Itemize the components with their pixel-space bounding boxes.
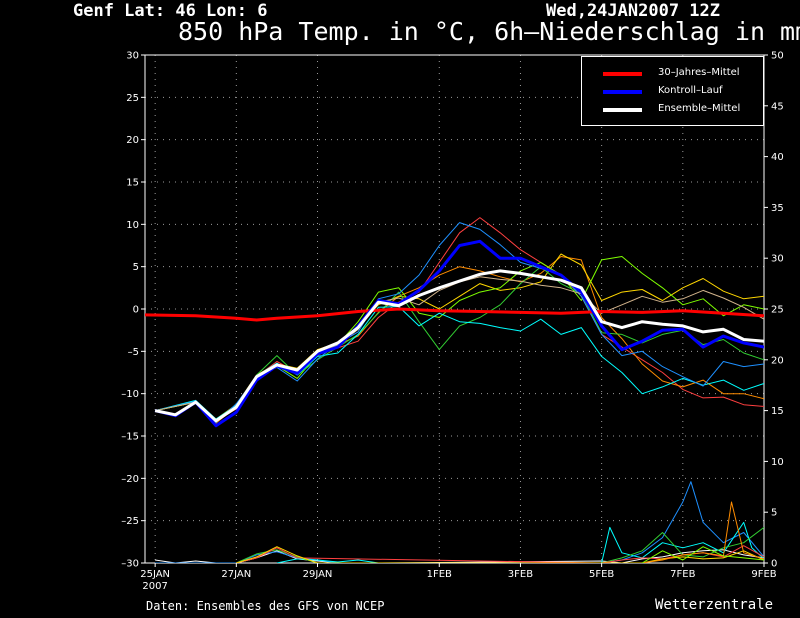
y-left-tick-label: –20 xyxy=(121,474,139,485)
precip-line-1 xyxy=(155,481,764,563)
legend-label: 30–Jahres–Mittel xyxy=(658,67,740,78)
legend: 30–Jahres–Mittel Kontroll–Lauf Ensemble–… xyxy=(581,56,764,126)
legend-label: Ensemble–Mittel xyxy=(658,103,741,114)
ensemble-mean-line xyxy=(154,269,764,423)
precip-line-3 xyxy=(236,527,764,563)
y-right-tick-label: 50 xyxy=(771,51,784,62)
plot-frame xyxy=(144,54,765,564)
y-left-tick-label: 25 xyxy=(126,93,139,104)
y-right-tick-label: 15 xyxy=(771,406,784,417)
x-tick-label: 3FEB xyxy=(508,569,533,580)
legend-label: Kontroll–Lauf xyxy=(658,85,723,96)
y-left-tick-label: 30 xyxy=(126,51,139,62)
precip-line-7 xyxy=(641,546,764,563)
legend-item-climate-mean: 30–Jahres–Mittel xyxy=(582,66,765,82)
y-left-tick-label: –15 xyxy=(121,432,139,443)
control-run-line xyxy=(154,239,764,428)
x-tick-label: 7FEB xyxy=(670,569,695,580)
y-left-tick-label: 10 xyxy=(126,220,139,231)
y-left-tick-label: –25 xyxy=(121,516,139,527)
y-left-tick-label: –30 xyxy=(121,559,139,570)
y-left-tick-label: 15 xyxy=(126,178,139,189)
y-left-tick-label: –5 xyxy=(128,347,139,358)
x-tick-label: 1FEB xyxy=(427,569,452,580)
ensemble-member-line-5 xyxy=(154,306,764,420)
legend-item-ensemble-mean: Ensemble–Mittel xyxy=(582,102,765,118)
precip-line-6 xyxy=(642,501,764,563)
ensemble-member-line-4 xyxy=(154,266,764,420)
brand-label: Wetterzentrale xyxy=(655,597,774,613)
y-right-tick-label: 40 xyxy=(771,152,784,163)
legend-item-control-run: Kontroll–Lauf xyxy=(582,84,765,100)
run-datetime: Wed,24JAN2007 12Z xyxy=(546,1,720,21)
y-right-tick-label: 0 xyxy=(771,559,777,570)
x-tick-sublabel: 2007 xyxy=(142,581,167,592)
y-left-tick-label: 5 xyxy=(133,262,139,273)
y-left-tick-label: 20 xyxy=(126,135,139,146)
y-right-tick-label: 10 xyxy=(771,457,784,468)
climate-mean-line xyxy=(145,307,764,322)
y-right-tick-label: 25 xyxy=(771,305,784,316)
precip-line-4 xyxy=(236,545,764,563)
y-right-tick-label: 30 xyxy=(771,254,784,265)
y-right-tick-label: 35 xyxy=(771,203,784,214)
y-left-tick-label: –10 xyxy=(121,389,139,400)
x-tick-label: 5FEB xyxy=(589,569,614,580)
y-left-tick-label: 0 xyxy=(133,305,139,316)
y-right-tick-label: 20 xyxy=(771,355,784,366)
y-right-tick-label: 5 xyxy=(771,508,777,519)
y-right-tick-label: 45 xyxy=(771,101,784,112)
ensemble-member-line-0 xyxy=(154,217,764,422)
station-info: Genf Lat: 46 Lon: 6 xyxy=(73,1,268,21)
data-source: Daten: Ensembles des GFS von NCEP xyxy=(146,599,385,613)
x-tick-label: 25JAN xyxy=(140,569,170,580)
legend-swatch xyxy=(603,90,642,94)
legend-swatch xyxy=(603,108,642,112)
chart-title: 850 hPa Temp. in °C, 6h–Niederschlag in … xyxy=(178,17,800,46)
x-tick-label: 29JAN xyxy=(303,569,333,580)
x-tick-label: 9FEB xyxy=(751,569,776,580)
precip-line-2 xyxy=(276,521,764,563)
x-tick-label: 27JAN xyxy=(221,569,251,580)
legend-swatch xyxy=(603,72,642,76)
